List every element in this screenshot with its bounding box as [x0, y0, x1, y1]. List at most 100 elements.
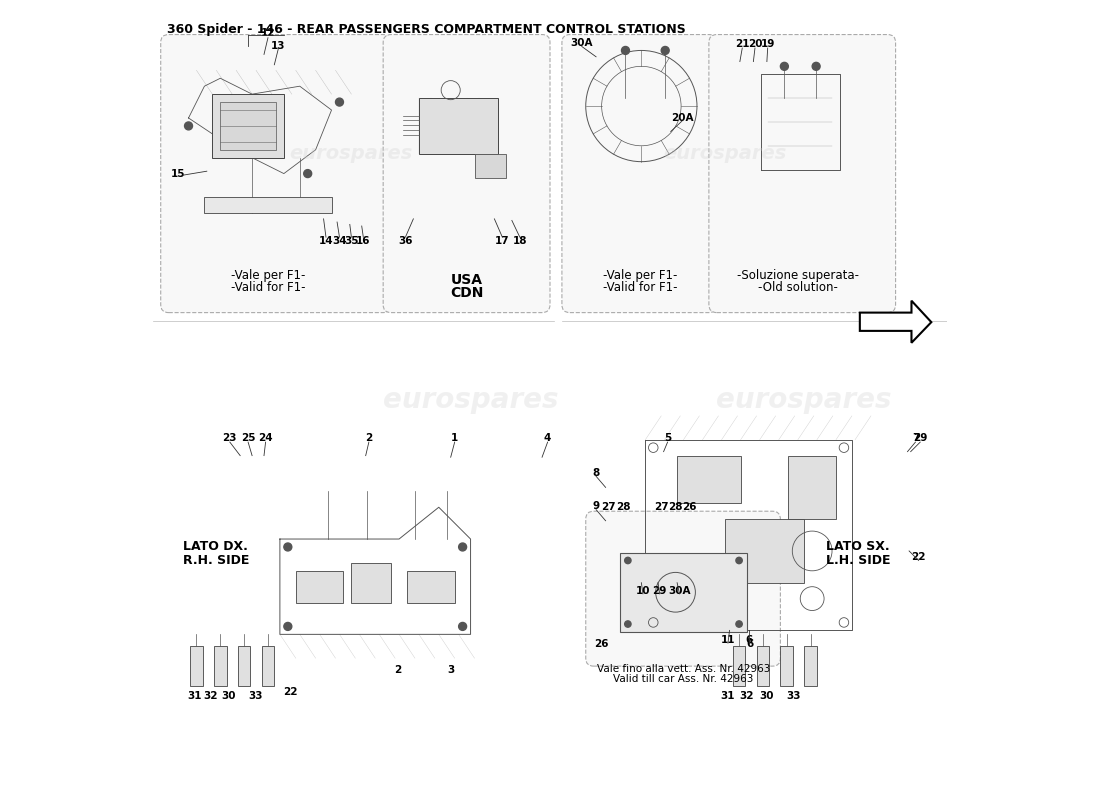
- Circle shape: [621, 46, 629, 54]
- Bar: [678, 456, 740, 503]
- Text: CDN: CDN: [450, 286, 483, 300]
- Text: 23: 23: [222, 433, 238, 443]
- Text: -Valid for F1-: -Valid for F1-: [231, 281, 305, 294]
- Circle shape: [736, 558, 743, 564]
- Bar: [725, 519, 804, 582]
- Circle shape: [284, 622, 292, 630]
- Text: 32: 32: [740, 691, 755, 702]
- Circle shape: [284, 543, 292, 551]
- Circle shape: [661, 46, 669, 54]
- Circle shape: [812, 62, 821, 70]
- Bar: [190, 646, 202, 686]
- Text: 31: 31: [187, 691, 201, 702]
- Text: Valid till car Ass. Nr. 42963: Valid till car Ass. Nr. 42963: [614, 674, 754, 684]
- Bar: [419, 98, 498, 154]
- Circle shape: [185, 122, 192, 130]
- Text: -Valid for F1-: -Valid for F1-: [603, 281, 676, 294]
- Text: 7: 7: [912, 433, 920, 443]
- FancyBboxPatch shape: [562, 34, 717, 313]
- Text: 28: 28: [616, 502, 630, 512]
- Bar: [733, 646, 746, 686]
- Text: 15: 15: [170, 169, 186, 178]
- Text: 22: 22: [283, 686, 297, 697]
- Text: 25: 25: [241, 433, 255, 443]
- Text: 30A: 30A: [571, 38, 593, 47]
- Text: 2: 2: [394, 665, 402, 675]
- Text: 16: 16: [356, 236, 371, 246]
- Text: 10: 10: [636, 586, 650, 596]
- Circle shape: [736, 621, 743, 627]
- Circle shape: [625, 558, 631, 564]
- Text: eurospares: eurospares: [383, 386, 559, 414]
- Text: -Old solution-: -Old solution-: [758, 281, 838, 294]
- Text: Vale fino alla vett. Ass. Nr. 42963: Vale fino alla vett. Ass. Nr. 42963: [597, 664, 770, 674]
- Text: 33: 33: [785, 691, 801, 702]
- FancyBboxPatch shape: [586, 511, 780, 666]
- Bar: [789, 456, 836, 519]
- Bar: [205, 198, 331, 214]
- Bar: [804, 646, 817, 686]
- Bar: [238, 646, 251, 686]
- Text: 14: 14: [319, 236, 333, 246]
- Text: 12: 12: [261, 28, 275, 38]
- FancyBboxPatch shape: [708, 34, 895, 313]
- Text: 28: 28: [669, 502, 683, 512]
- Text: 3: 3: [447, 665, 454, 675]
- Bar: [780, 646, 793, 686]
- Bar: [620, 553, 747, 632]
- Text: 32: 32: [204, 691, 218, 702]
- Bar: [351, 563, 392, 602]
- Text: -Vale per F1-: -Vale per F1-: [603, 269, 676, 282]
- Text: 31: 31: [720, 691, 735, 702]
- Text: L.H. SIDE: L.H. SIDE: [826, 554, 891, 567]
- Text: 13: 13: [271, 41, 286, 50]
- Text: 33: 33: [249, 691, 263, 702]
- Text: 9: 9: [593, 502, 600, 511]
- Circle shape: [459, 622, 466, 630]
- Text: USA: USA: [451, 273, 483, 287]
- Circle shape: [459, 543, 466, 551]
- Text: 30: 30: [759, 691, 773, 702]
- Text: 360 Spider - 146 - REAR PASSENGERS COMPARTMENT CONTROL STATIONS: 360 Spider - 146 - REAR PASSENGERS COMPA…: [167, 22, 685, 36]
- Text: LATO SX.: LATO SX.: [826, 541, 890, 554]
- Text: 4: 4: [543, 433, 551, 443]
- Text: 24: 24: [258, 433, 273, 443]
- Text: 36: 36: [398, 236, 412, 246]
- Bar: [212, 94, 284, 158]
- Text: 11: 11: [720, 635, 735, 645]
- Text: -Soluzione superata-: -Soluzione superata-: [737, 269, 859, 282]
- Circle shape: [304, 170, 311, 178]
- Bar: [296, 571, 343, 602]
- Text: 22: 22: [912, 552, 926, 562]
- Circle shape: [625, 621, 631, 627]
- Text: 26: 26: [594, 639, 609, 649]
- Circle shape: [336, 98, 343, 106]
- Text: 21: 21: [735, 39, 749, 49]
- Bar: [214, 646, 227, 686]
- FancyBboxPatch shape: [383, 34, 550, 313]
- Polygon shape: [860, 301, 932, 342]
- Text: 30A: 30A: [668, 586, 691, 596]
- Text: 34: 34: [332, 236, 346, 246]
- Bar: [220, 102, 276, 150]
- Text: 26: 26: [683, 502, 697, 512]
- Text: 6: 6: [747, 639, 754, 649]
- Bar: [262, 646, 274, 686]
- Text: 20A: 20A: [671, 113, 693, 123]
- Text: 27: 27: [653, 502, 669, 512]
- Text: eurospares: eurospares: [716, 386, 892, 414]
- Text: 5: 5: [664, 433, 671, 443]
- Text: 35: 35: [344, 236, 359, 246]
- Text: 18: 18: [513, 236, 527, 246]
- Text: 8: 8: [593, 468, 600, 478]
- Text: 29: 29: [913, 433, 927, 443]
- Text: 30: 30: [222, 691, 236, 702]
- Bar: [407, 571, 454, 602]
- Text: 6: 6: [745, 635, 752, 645]
- Text: LATO DX.: LATO DX.: [183, 541, 248, 554]
- Text: 20: 20: [748, 39, 762, 49]
- FancyBboxPatch shape: [161, 34, 392, 313]
- Text: eurospares: eurospares: [289, 144, 414, 163]
- Text: 19: 19: [760, 39, 774, 49]
- Text: 17: 17: [495, 236, 509, 246]
